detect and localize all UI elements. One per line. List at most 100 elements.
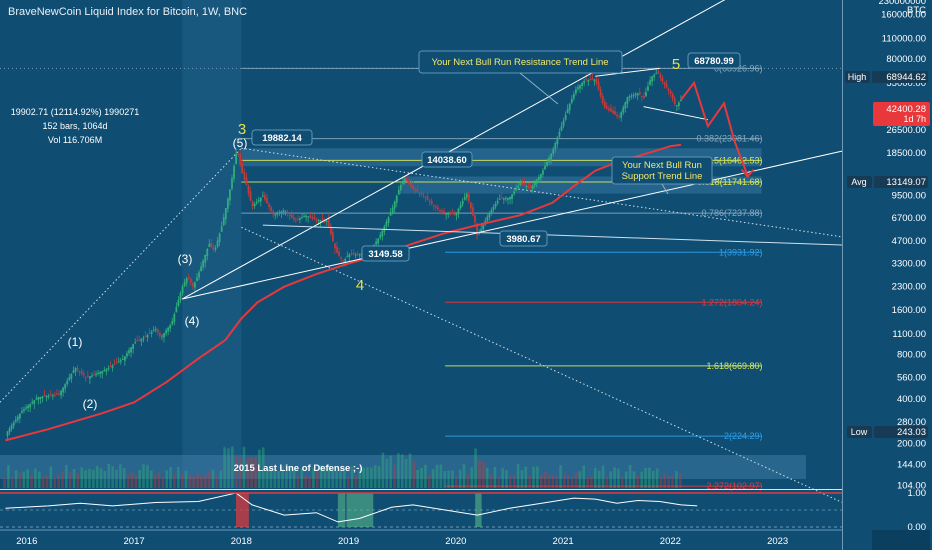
candle-body (264, 195, 266, 200)
candle-body (105, 369, 108, 372)
descending-trendline (262, 224, 843, 246)
candle-body (301, 217, 303, 219)
volume-bar (343, 470, 346, 488)
candle-body (585, 79, 588, 81)
candle-body (18, 413, 21, 419)
volume-bar (373, 465, 377, 488)
candle-body (453, 213, 456, 215)
axis-corner (872, 530, 930, 550)
x-tick-2018: 2018 (231, 536, 252, 547)
volume-bar (566, 475, 570, 488)
stats-line-3: Vol 116.706M (47, 135, 103, 145)
candle-body (144, 336, 147, 338)
volume-bar (126, 474, 130, 488)
candle-body (521, 182, 524, 185)
oscillator-zone-1 (346, 493, 374, 527)
volume-bar (169, 467, 172, 488)
volume-bar (458, 469, 462, 488)
candle-body (187, 277, 190, 279)
volume-bar (57, 475, 60, 488)
candle-body (542, 170, 544, 175)
volume-bar (312, 467, 315, 488)
volume-bar (184, 470, 188, 488)
candle-body (663, 82, 666, 85)
candle-body (321, 218, 324, 221)
candle-body (673, 98, 676, 105)
volume-bar (173, 473, 176, 488)
low-value: 243.03 (897, 427, 926, 438)
candle-body (636, 93, 639, 96)
y-tick-1100.00: 1100.00 (892, 329, 926, 340)
candle-body (566, 108, 569, 114)
price-label-14038-box (421, 151, 473, 168)
candle-body (14, 419, 17, 422)
volume-bar (99, 468, 103, 488)
volume-bar (103, 470, 107, 488)
candle-body (152, 329, 155, 331)
candle-body (391, 207, 394, 213)
volume-bar (138, 469, 141, 488)
volume-bar (41, 477, 45, 488)
candle-body (642, 95, 645, 98)
candle-body (645, 91, 647, 97)
candle-body (115, 362, 118, 364)
big-wave-label-5: 5 (672, 56, 680, 73)
low-tag-label: Low (851, 427, 868, 437)
candle-body (327, 219, 330, 227)
candle-body (296, 219, 299, 221)
volume-bar (296, 475, 300, 488)
candle-body (408, 180, 410, 185)
candle-body (224, 208, 227, 220)
volume-bar (509, 475, 512, 488)
support-callout-text-1: Your Next Bull Run (622, 160, 702, 171)
candle-body (583, 81, 586, 84)
volume-bar (439, 464, 443, 488)
candle-body (340, 257, 343, 259)
volume-bar (331, 469, 335, 488)
fib-label-3: 0.618(11741.68) (697, 177, 762, 187)
candle-body (434, 206, 437, 208)
dotted-trendline-1 (241, 147, 843, 238)
volume-bar (632, 471, 636, 488)
candle-body (416, 189, 419, 192)
candle-body (358, 254, 361, 256)
candle-body (480, 229, 483, 232)
candle-body (496, 200, 499, 204)
candle-body (354, 254, 357, 256)
volume-bar (269, 468, 273, 488)
candle-body (272, 211, 275, 215)
candle-body (247, 185, 250, 193)
candle-body (268, 203, 270, 208)
y-tick-230000000: 230000000 (878, 0, 926, 7)
candle-body (422, 194, 425, 196)
fib-label-5: 1(3931.92) (719, 247, 763, 257)
candle-body (185, 278, 188, 284)
candle-body (189, 278, 192, 283)
candle-body (290, 214, 293, 218)
candle-body (305, 215, 308, 218)
candle-body (253, 204, 256, 207)
candle-body (194, 282, 196, 288)
volume-bar (466, 474, 470, 488)
volume-bar (651, 470, 655, 488)
x-tick-2016: 2016 (16, 536, 37, 547)
volume-bar (339, 469, 342, 488)
x-tick-2021: 2021 (553, 536, 574, 547)
candle-body (204, 254, 207, 263)
volume-bar (92, 469, 95, 488)
volume-bar (621, 476, 624, 488)
candle-body (348, 254, 351, 257)
candle-body (235, 153, 238, 165)
high-tag-bg (845, 71, 870, 83)
candle-body (414, 189, 417, 191)
candle-body (560, 126, 563, 131)
fib-label-6: 1.272(1804.24) (701, 297, 762, 307)
candle-body (379, 235, 382, 238)
price-label-68780-box (687, 52, 741, 69)
candle-body (303, 216, 305, 218)
oscillator-zone-3 (475, 493, 482, 527)
volume-bar (250, 456, 253, 488)
candle-body (163, 333, 165, 338)
candle-body (245, 177, 248, 186)
